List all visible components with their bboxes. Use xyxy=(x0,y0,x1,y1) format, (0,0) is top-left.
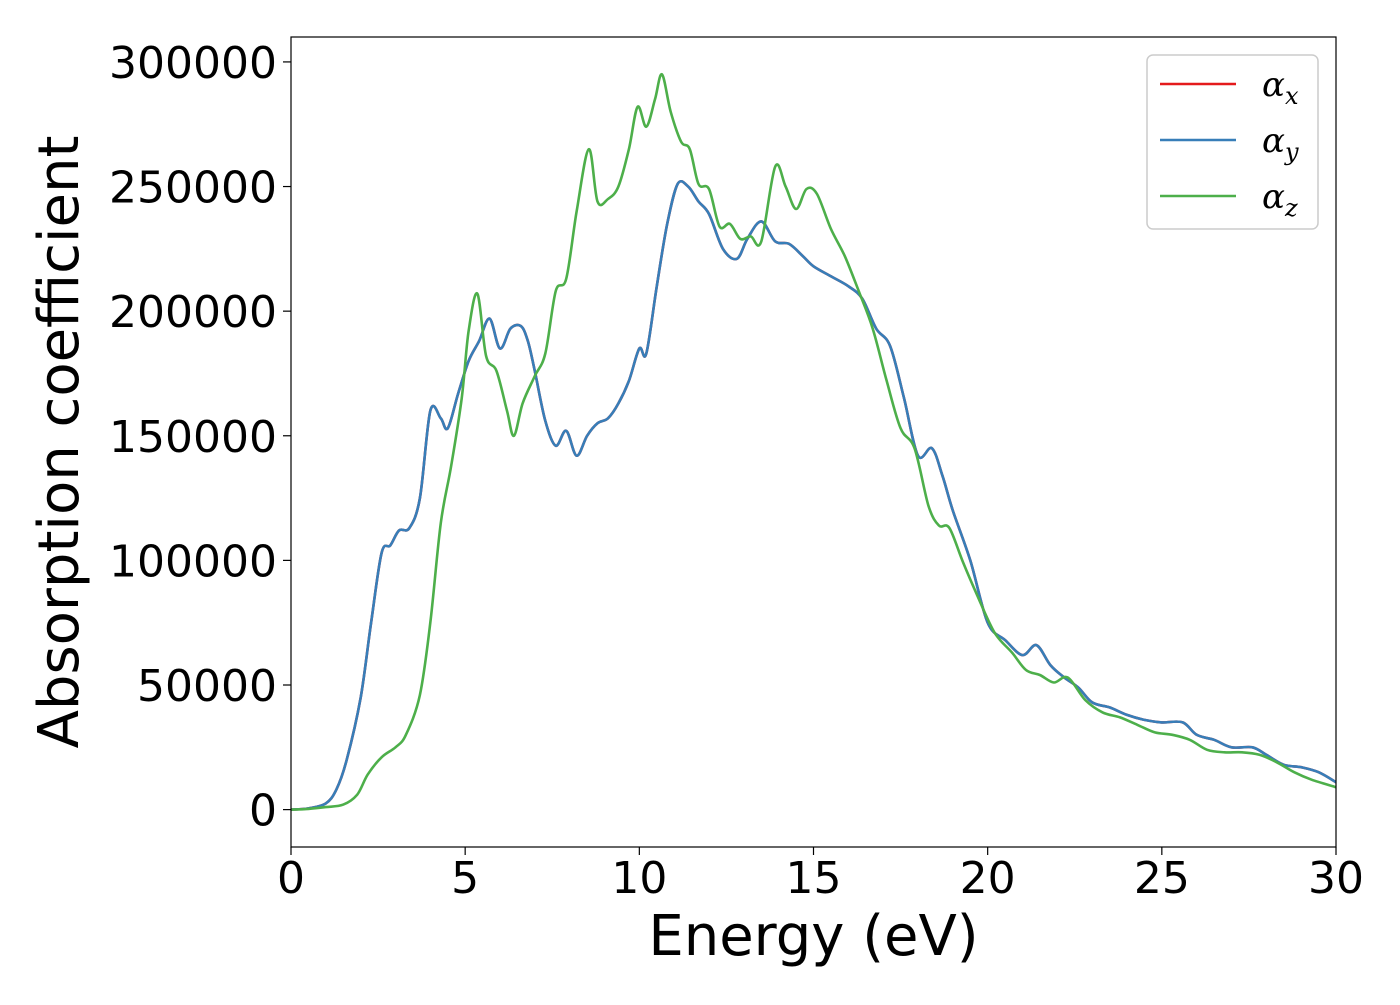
y-tick-label: 250000 xyxy=(109,163,277,214)
legend-box xyxy=(1146,54,1319,230)
y-axis: 0 50000 100000 150000 200000 250000 300000 xyxy=(109,38,291,837)
x-tick-label: 5 xyxy=(451,853,479,904)
series-line-z xyxy=(291,73,1336,811)
x-tick-label: 15 xyxy=(786,853,842,904)
series-line-x xyxy=(291,180,1336,811)
y-tick-label: 50000 xyxy=(137,661,277,712)
y-tick-label: 200000 xyxy=(109,287,277,338)
y-tick-label: 150000 xyxy=(109,412,277,463)
x-tick-label: 20 xyxy=(960,853,1016,904)
x-axis-title: Energy (eV) xyxy=(648,904,978,969)
series-line-y xyxy=(291,180,1336,811)
x-tick-label: 0 xyxy=(277,853,305,904)
legend-label-z: αz xyxy=(1262,177,1298,222)
y-tick-label: 300000 xyxy=(109,38,277,89)
y-tick-label: 0 xyxy=(249,786,277,837)
series-layer xyxy=(291,73,1336,811)
x-axis: 0 5 10 15 20 25 30 xyxy=(277,847,1364,904)
y-axis-title: Absorption coefficient xyxy=(27,136,92,749)
x-tick-label: 10 xyxy=(611,853,667,904)
x-tick-label: 30 xyxy=(1308,853,1364,904)
x-tick-label: 25 xyxy=(1134,853,1190,904)
y-tick-label: 100000 xyxy=(109,536,277,587)
